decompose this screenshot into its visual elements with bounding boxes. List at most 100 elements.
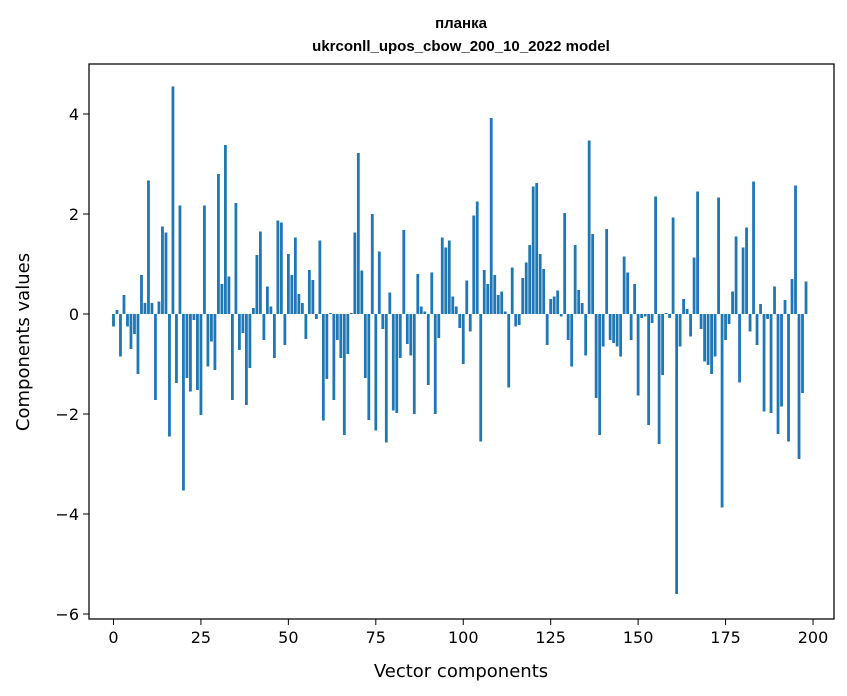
- bar-173: [717, 197, 720, 314]
- bar-123: [542, 269, 546, 314]
- bar-25: [199, 314, 203, 415]
- bar-80: [391, 314, 395, 411]
- bar-54: [300, 303, 304, 314]
- x-tick-label: 0: [108, 628, 118, 647]
- bar-53: [297, 294, 301, 314]
- bar-115: [514, 314, 518, 327]
- bar-44: [265, 286, 269, 314]
- bar-154: [650, 314, 654, 323]
- bar-175: [724, 314, 727, 340]
- bar-139: [598, 314, 602, 435]
- bar-33: [227, 276, 231, 314]
- bar-63: [332, 314, 336, 400]
- bar-112: [503, 311, 507, 314]
- bar-136: [587, 140, 591, 314]
- bar-145: [619, 314, 623, 357]
- x-axis-label: Vector components: [374, 661, 548, 682]
- bar-140: [601, 314, 605, 347]
- bar-28: [210, 314, 213, 342]
- bar-174: [720, 314, 724, 508]
- bar-95: [444, 247, 448, 314]
- bar-39: [248, 314, 252, 368]
- bar-117: [521, 278, 525, 314]
- bar-50: [286, 254, 290, 314]
- bar-82: [398, 314, 402, 358]
- bar-127: [556, 290, 560, 314]
- bar-81: [395, 314, 399, 413]
- bar-60: [321, 314, 325, 421]
- x-tick-label: 75: [366, 628, 386, 647]
- bar-126: [552, 296, 556, 314]
- bar-5: [129, 314, 133, 349]
- bar-96: [447, 240, 451, 314]
- bar-104: [475, 201, 479, 314]
- bar-143: [612, 314, 616, 343]
- bar-32: [224, 145, 227, 314]
- bar-18: [175, 314, 178, 383]
- bars-group: [112, 86, 808, 594]
- bar-131: [570, 314, 574, 367]
- bar-11: [150, 303, 154, 314]
- bar-135: [584, 314, 588, 356]
- bar-156: [657, 314, 661, 444]
- bar-75: [374, 314, 378, 431]
- bar-142: [608, 314, 612, 340]
- bar-152: [643, 314, 647, 317]
- bar-86: [412, 314, 416, 414]
- x-tick-label: 150: [623, 628, 654, 647]
- bar-30: [217, 174, 220, 314]
- bar-187: [766, 314, 769, 319]
- bar-38: [245, 314, 248, 405]
- bar-163: [682, 299, 685, 314]
- x-tick-label: 125: [535, 628, 566, 647]
- bar-182: [748, 314, 752, 332]
- bar-35: [234, 203, 238, 314]
- bar-9: [143, 303, 147, 314]
- bar-137: [591, 234, 595, 314]
- bar-13: [157, 301, 161, 314]
- bar-45: [269, 306, 273, 314]
- bar-105: [479, 314, 483, 442]
- bar-151: [640, 314, 644, 318]
- bar-62: [328, 313, 332, 314]
- bar-146: [622, 256, 626, 314]
- bar-197: [801, 314, 804, 393]
- y-tick-label: 4: [69, 105, 79, 124]
- bar-47: [276, 220, 280, 314]
- bar-149: [633, 284, 637, 314]
- chart-title: планка: [435, 15, 487, 32]
- bar-42: [258, 231, 262, 314]
- bar-23: [192, 314, 196, 320]
- bar-118: [524, 262, 528, 314]
- bar-41: [255, 255, 259, 314]
- bar-17: [171, 86, 175, 314]
- bar-71: [360, 270, 364, 314]
- bar-37: [241, 314, 245, 333]
- bar-113: [507, 314, 511, 388]
- bar-92: [433, 314, 437, 414]
- bar-66: [342, 314, 346, 435]
- bar-20: [182, 314, 185, 491]
- bar-192: [783, 300, 787, 314]
- bar-40: [251, 308, 255, 314]
- bar-107: [486, 284, 490, 314]
- bar-160: [671, 217, 675, 314]
- bar-120: [531, 186, 535, 314]
- bar-21: [185, 314, 189, 378]
- bar-164: [685, 309, 689, 314]
- bar-10: [147, 180, 150, 314]
- bar-125: [549, 299, 553, 314]
- bar-12: [154, 314, 157, 400]
- bar-147: [626, 272, 630, 314]
- bar-91: [430, 272, 434, 314]
- bar-31: [220, 284, 224, 314]
- bar-130: [566, 314, 570, 340]
- bar-124: [545, 314, 549, 345]
- bar-85: [409, 314, 413, 356]
- bar-16: [168, 314, 171, 437]
- bar-122: [538, 254, 542, 314]
- bar-49: [283, 314, 287, 345]
- bar-193: [787, 314, 790, 442]
- bar-196: [797, 314, 801, 459]
